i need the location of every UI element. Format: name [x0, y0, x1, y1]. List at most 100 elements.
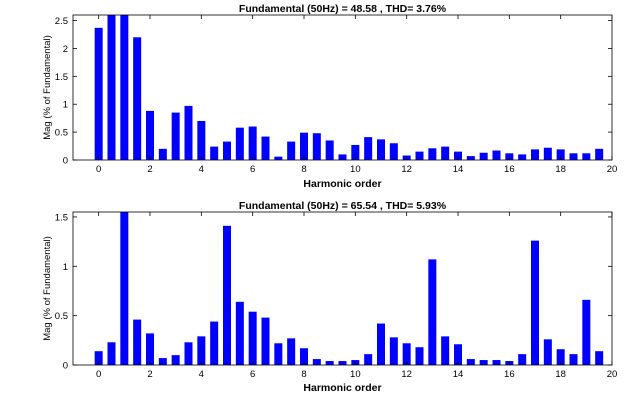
chart1-x-tick-label: 14 [453, 164, 464, 175]
chart2-bar [158, 358, 167, 365]
chart1-y-tick-label: 1.5 [55, 72, 68, 83]
chart1-bar [441, 146, 450, 160]
chart2-bar [441, 336, 450, 365]
chart1-x-tick-label: 10 [350, 164, 361, 175]
chart1-bar [595, 148, 604, 160]
chart2-y-tick-label: 1.5 [55, 212, 68, 223]
chart1-bar [94, 27, 103, 160]
chart2-bar [325, 361, 334, 365]
chart2-x-tick-label: 10 [350, 369, 361, 380]
chart1-bar [582, 153, 591, 160]
chart2-bar [377, 323, 385, 365]
chart1-bar [389, 143, 398, 160]
chart2-bar [479, 360, 488, 365]
chart1-bar [531, 149, 539, 160]
chart2-bar [415, 347, 424, 365]
chart2-bar [184, 342, 193, 365]
chart2-x-tick-label: 20 [607, 369, 618, 380]
chart2-y-axis-label: Mag (% of Fundamental) [42, 236, 53, 341]
chart1-x-tick-label: 6 [250, 164, 255, 175]
chart2-x-tick-label: 0 [96, 369, 101, 380]
chart2-y-tick-label: 0 [63, 361, 68, 372]
chart2-x-tick-label: 8 [301, 369, 306, 380]
chart2-bar [454, 344, 462, 365]
chart1-bar [184, 105, 193, 160]
chart1-bar [415, 151, 424, 160]
chart1-bar [351, 144, 360, 160]
chart1-bar [312, 133, 321, 160]
chart1-title: Fundamental (50Hz) = 48.58 , THD= 3.76% [239, 3, 447, 15]
chart1-bar [107, 15, 116, 160]
chart1-x-tick-label: 4 [199, 164, 204, 175]
chart2-bar [402, 343, 411, 365]
chart2-bar [235, 301, 244, 365]
chart2-bar [248, 311, 257, 365]
chart1-bar [325, 140, 334, 160]
chart2-x-tick-label: 14 [453, 369, 464, 380]
chart2-bar [146, 333, 154, 365]
chart2-bar [569, 354, 578, 365]
chart2-bar [171, 355, 180, 365]
chart2-bar [107, 342, 116, 365]
chart2-x-tick-label: 18 [555, 369, 566, 380]
chart2-bar [389, 337, 398, 365]
chart2-bar [531, 240, 539, 365]
chart2-bar [518, 354, 527, 365]
chart2-bar [466, 359, 475, 365]
chart1-bar [518, 154, 527, 160]
chart2-bar [120, 212, 129, 365]
chart1-bar [377, 139, 385, 160]
chart1-bar [466, 156, 475, 160]
chart1-bar [261, 136, 270, 160]
chart1-bar [223, 141, 231, 160]
chart1-axes-box [72, 14, 613, 161]
chart1-x-tick-label: 8 [301, 164, 306, 175]
chart2-bar [287, 338, 296, 365]
chart1-y-axis-label: Mag (% of Fundamental) [42, 35, 53, 140]
chart2-x-axis-label: Harmonic order [303, 382, 381, 394]
chart1-bar [338, 154, 347, 160]
chart2-bar [338, 361, 347, 365]
chart1-y-tick-label: 0 [63, 156, 68, 167]
chart2-x-tick-label: 16 [504, 369, 515, 380]
chart2-bar [274, 343, 283, 365]
chart2-bar [94, 351, 103, 365]
chart2-bar [300, 348, 308, 365]
chart2-x-tick-label: 12 [401, 369, 412, 380]
chart2-bar [492, 360, 501, 365]
chart2-bar [261, 317, 270, 365]
chart2-bar [582, 299, 591, 365]
chart2-x-tick-label: 2 [147, 369, 152, 380]
chart1-bar [158, 148, 167, 160]
chart2-y-tick-label: 1 [63, 262, 68, 273]
chart2-x-tick-label: 4 [199, 369, 204, 380]
chart2-bar [133, 319, 142, 365]
chart1-y-tick-label: 2 [63, 44, 68, 55]
chart2-bar [428, 259, 437, 365]
chart2-x-tick-label: 6 [250, 369, 255, 380]
chart1-bar [556, 149, 565, 160]
chart1-bar [248, 126, 257, 160]
chart1-bar [428, 148, 437, 160]
chart1-bar [133, 37, 142, 161]
chart1-y-tick-label: 0.5 [55, 128, 68, 139]
chart1-bar [210, 146, 219, 160]
chart2-bar [223, 225, 231, 365]
chart1-y-tick-label: 2.5 [55, 16, 68, 27]
chart1-bar [235, 127, 244, 160]
chart2-axes-box [72, 211, 613, 366]
chart2-bar [556, 349, 565, 365]
chart1-x-tick-label: 18 [555, 164, 566, 175]
chart2-bar [210, 321, 219, 365]
chart2-bar [364, 354, 373, 365]
chart1-bar [287, 141, 296, 160]
chart1-x-tick-label: 0 [96, 164, 101, 175]
chart1-bar [492, 150, 501, 160]
chart1-bar [364, 137, 373, 160]
chart2-bar [312, 359, 321, 365]
chart1-bar [479, 152, 488, 160]
chart1-x-tick-label: 16 [504, 164, 515, 175]
chart1-bar [569, 153, 578, 160]
